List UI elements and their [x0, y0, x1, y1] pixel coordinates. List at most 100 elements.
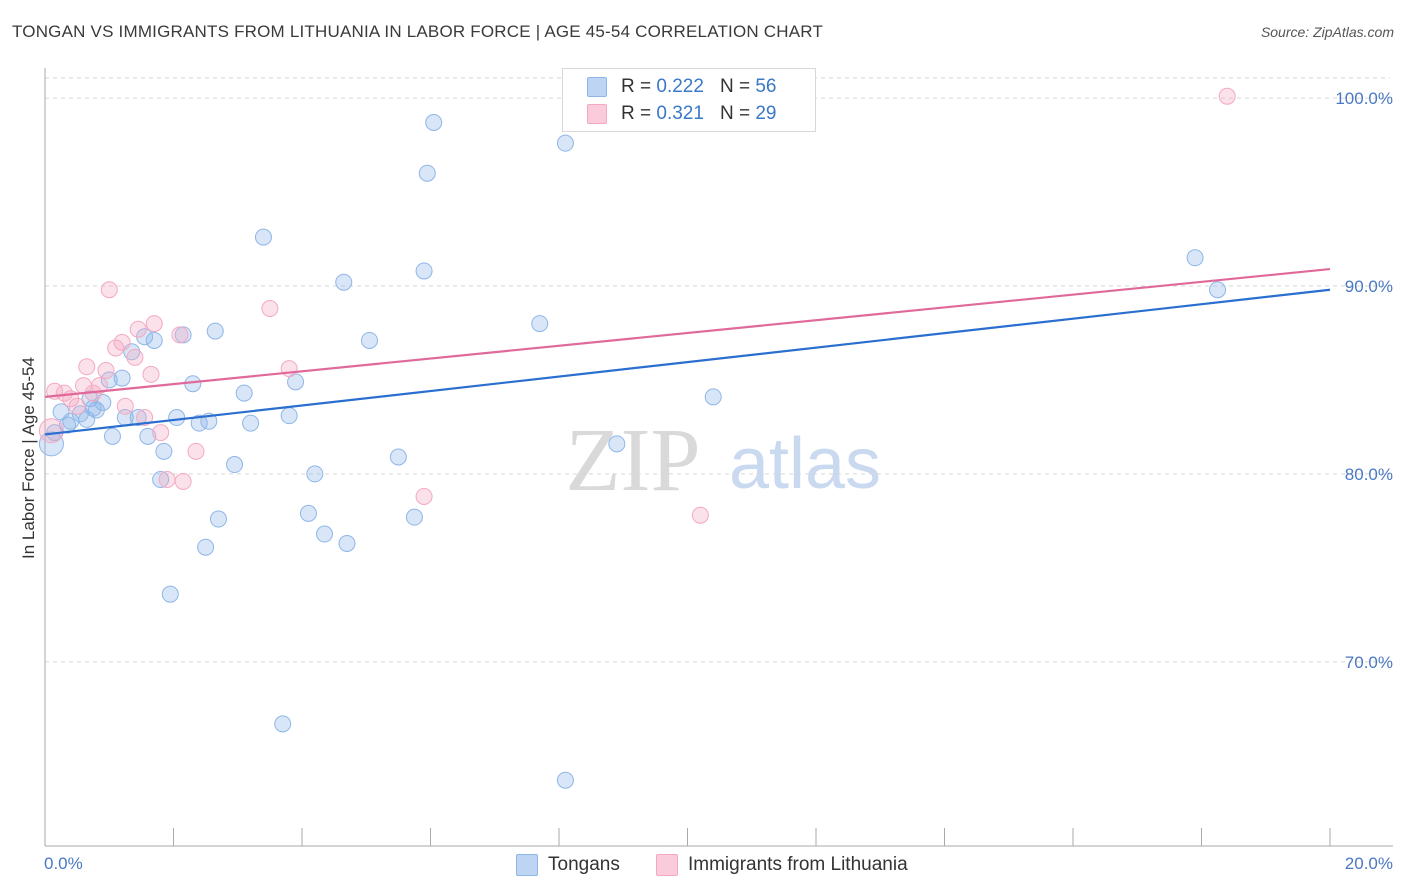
legend-row-tongans: R = 0.222 N = 56	[587, 74, 776, 100]
legend-label-tongans: Tongans	[548, 854, 620, 875]
y-axis-label: In Labor Force | Age 45-54	[19, 357, 38, 559]
tongans-point	[129, 409, 147, 427]
x-tick-label: 0.0%	[44, 854, 83, 873]
tongans-swatch-icon	[516, 854, 538, 876]
tongans-point	[360, 331, 378, 349]
watermark-zip: ZIP	[566, 411, 701, 510]
tongans-point	[415, 262, 433, 280]
tongans-point	[531, 315, 549, 333]
lithuania-point	[261, 300, 279, 318]
lithuania-point	[187, 442, 205, 460]
tongans-point	[254, 228, 272, 246]
legend-item-lithuania: Immigrants from Lithuania	[656, 852, 908, 878]
tongans-point	[704, 388, 722, 406]
tongans-point	[405, 508, 423, 526]
legend-n-label: N =	[719, 103, 751, 124]
source-attribution: Source: ZipAtlas.com	[1260, 24, 1394, 40]
tongans-point	[1209, 281, 1227, 299]
axes	[44, 68, 1393, 847]
tongans-point	[556, 134, 574, 152]
lithuania-swatch-icon	[587, 104, 607, 124]
lithuania-point	[91, 377, 109, 395]
tongans-point	[100, 371, 118, 389]
tongans-point	[152, 471, 170, 489]
lithuania-point	[107, 339, 125, 357]
legend-n-value: 29	[755, 103, 777, 124]
y-tick-label: 100.0%	[1335, 89, 1393, 108]
y-tick-label: 80.0%	[1345, 465, 1393, 484]
lithuania-point	[158, 471, 176, 489]
tongans-point	[206, 322, 224, 340]
legend-item-tongans: Tongans	[516, 852, 620, 878]
lithuania-point	[145, 315, 163, 333]
y-tick-label: 90.0%	[1345, 277, 1393, 296]
tongans-swatch-icon	[587, 77, 607, 97]
legend-n-value: 56	[755, 76, 777, 97]
tongans-point	[299, 504, 317, 522]
tongans-point	[1186, 249, 1204, 267]
tongans-point	[209, 510, 227, 528]
lithuania-point	[415, 487, 433, 505]
tongans-point	[608, 435, 626, 453]
lithuania-point	[100, 281, 118, 299]
tongans-point	[38, 431, 64, 457]
y-tick-label: 70.0%	[1345, 653, 1393, 672]
watermark-atlas: atlas	[729, 424, 881, 504]
gridlines	[45, 77, 1390, 663]
tongans-trend-line	[44, 288, 1331, 436]
tongans-point	[161, 585, 179, 603]
tongans-point	[113, 369, 131, 387]
tongans-point	[280, 407, 298, 425]
tongans-point	[226, 456, 244, 474]
lithuania-point	[68, 397, 86, 415]
legend-r-value: 0.321	[656, 103, 704, 124]
legend-r-label: R =	[621, 76, 652, 97]
lithuania-point	[174, 472, 192, 490]
trend-lines	[44, 267, 1331, 436]
lithuania-point	[116, 397, 134, 415]
tongans-point	[389, 448, 407, 466]
lithuania-point	[129, 320, 147, 338]
tongans-point	[306, 465, 324, 483]
lithuania-point	[126, 348, 144, 366]
lithuania-point	[38, 418, 64, 444]
tongans-point	[145, 331, 163, 349]
chart-title: TONGAN VS IMMIGRANTS FROM LITHUANIA IN L…	[12, 22, 824, 41]
tongans-point	[315, 525, 333, 543]
stats-legend: R = 0.222 N = 56 R = 0.321 N = 29	[562, 68, 816, 132]
lithuania-point	[97, 362, 115, 380]
data-points	[38, 87, 1236, 789]
lithuania-point	[78, 358, 96, 376]
tongans-point	[274, 715, 292, 733]
tick-labels: 70.0% 80.0% 90.0% 100.0% 0.0% 20.0%	[44, 89, 1393, 873]
tongans-point	[425, 113, 443, 131]
lithuania-point	[171, 326, 189, 344]
lithuania-point	[136, 409, 154, 427]
tongans-point	[418, 164, 436, 182]
lithuania-point	[113, 333, 131, 351]
tongans-point	[139, 427, 157, 445]
lithuania-point	[1218, 87, 1236, 105]
legend-label-lithuania: Immigrants from Lithuania	[688, 854, 908, 875]
tongans-point	[235, 384, 253, 402]
tongans-point	[155, 442, 173, 460]
lithuania-point	[691, 506, 709, 524]
tongans-point	[103, 427, 121, 445]
tongans-point	[556, 771, 574, 789]
legend-row-lithuania: R = 0.321 N = 29	[587, 101, 776, 127]
lithuania-swatch-icon	[656, 854, 678, 876]
tongans-point	[335, 273, 353, 291]
legend-r-value: 0.222	[656, 76, 704, 97]
lithuania-point	[152, 424, 170, 442]
tongans-point	[242, 414, 260, 432]
tongans-point	[168, 409, 186, 427]
legend-n-label: N =	[719, 76, 751, 97]
lithuania-trend-line	[44, 267, 1331, 398]
legend-r-label: R =	[621, 103, 652, 124]
x-tick-label: 20.0%	[1345, 854, 1393, 873]
tongans-point	[338, 534, 356, 552]
lithuania-point	[280, 360, 298, 378]
lithuania-point	[142, 365, 160, 383]
tongans-point	[197, 538, 215, 556]
